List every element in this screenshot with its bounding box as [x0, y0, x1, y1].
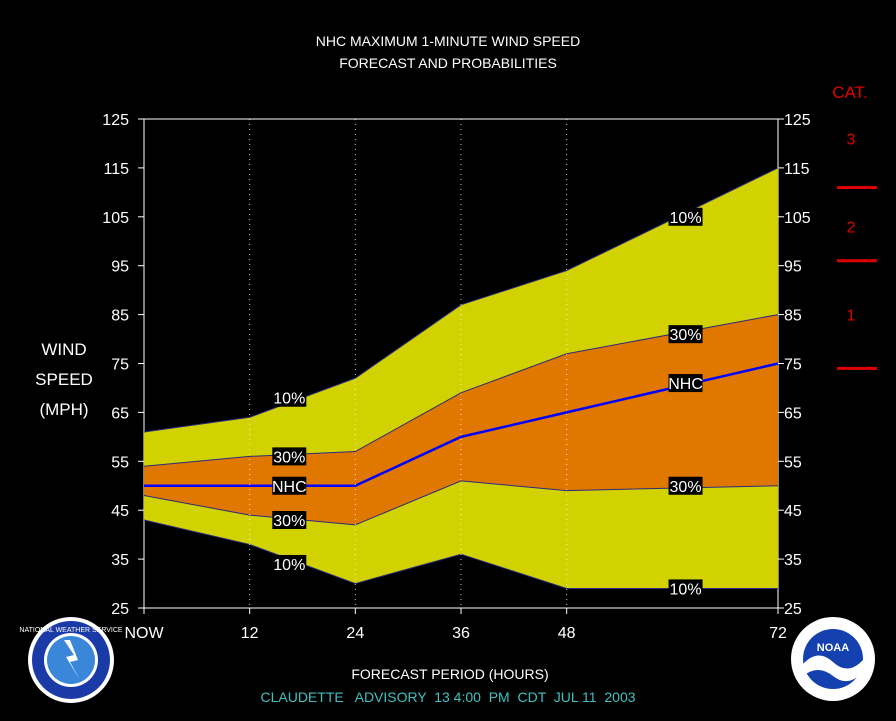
category-title: CAT. — [832, 83, 868, 102]
y-tick-label-right: 45 — [784, 503, 802, 520]
noaa-logo-text: NOAA — [817, 642, 849, 654]
series-label-bg — [272, 510, 307, 529]
y-axis-right: 25 35 45 55 65 75 85 95 105 115 125 — [778, 112, 811, 618]
y-tick-label-right: 25 — [784, 601, 802, 618]
x-tick-label: 24 — [346, 625, 364, 642]
y-tick-label-left: 35 — [111, 552, 129, 569]
series-label: 10% — [668, 207, 703, 227]
series-label-bg — [272, 554, 307, 573]
y-tick-label-left: 25 — [111, 601, 129, 618]
y-tick-label-left: 115 — [103, 161, 129, 178]
series-label: 10% — [272, 554, 307, 574]
series-label-bg — [272, 476, 307, 495]
nws-logo-text: NATIONAL WEATHER SERVICE — [19, 627, 123, 634]
x-tick-label: 36 — [452, 625, 470, 642]
y-tick-label-left: 105 — [102, 210, 129, 227]
series-label: 30% — [668, 476, 703, 496]
category-label: 1 — [847, 308, 856, 325]
y-tick-label-right: 35 — [784, 552, 802, 569]
series-edge-0 — [143, 167, 779, 433]
series-label: 10% — [272, 388, 307, 408]
y-tick-label-left: 65 — [111, 405, 129, 422]
y-tick-label-left: 95 — [111, 259, 129, 276]
y-tick-label-left: 85 — [111, 308, 129, 325]
series-label-text: 10% — [670, 581, 702, 598]
x-axis: NOW 12 24 36 48 72 — [124, 608, 787, 642]
series-edge-3 — [143, 480, 779, 526]
series-label: 30% — [272, 447, 307, 466]
series-label-text: 30% — [670, 327, 702, 344]
y-tick-label-right: 85 — [784, 308, 802, 325]
ylabel-line-1: WIND — [41, 340, 86, 359]
series-label: NHC — [272, 476, 307, 496]
category-label: 2 — [847, 220, 856, 237]
y-tick-label-right: 55 — [784, 454, 802, 471]
chart-title: NHC MAXIMUM 1-MINUTE WIND SPEED — [316, 33, 580, 49]
category-label: 3 — [847, 132, 856, 149]
y-tick-label-right: 75 — [784, 357, 802, 374]
series-label-bg — [272, 447, 307, 466]
series-line-nhc — [144, 362, 779, 487]
series-label: 10% — [668, 579, 703, 598]
x-axis-title: FORECAST PERIOD (HOURS) — [351, 666, 548, 682]
y-tick-label-right: 95 — [784, 259, 802, 276]
series-label-bg — [668, 476, 703, 495]
x-tick-label: 72 — [769, 625, 787, 642]
y-tick-label-left: 45 — [111, 503, 129, 520]
series-label-text: 30% — [670, 479, 702, 496]
y-tick-label-right: 125 — [784, 112, 811, 129]
y-axis-title: WIND SPEED (MPH) — [35, 340, 93, 419]
series-label-bg — [668, 579, 703, 598]
y-axis-left: 25 35 45 55 65 75 85 95 105 115 125 — [102, 112, 144, 618]
series-label-text: NHC — [668, 376, 703, 393]
series-label-text: NHC — [272, 479, 307, 496]
y-tick-label-right: 105 — [784, 210, 811, 227]
x-tick-label: 12 — [241, 625, 259, 642]
series-label: 30% — [272, 510, 307, 530]
y-tick-label-left: 55 — [111, 454, 129, 471]
y-tick-label-left: 125 — [102, 112, 129, 129]
noaa-logo: NOAA — [791, 617, 875, 701]
x-tick-label: NOW — [124, 625, 164, 642]
series-label-bg — [668, 374, 703, 393]
series-label-bg — [668, 325, 703, 344]
chart-subtitle: FORECAST AND PROBABILITIES — [339, 55, 557, 71]
y-tick-label-right: 115 — [784, 161, 810, 178]
series-label-bg — [668, 207, 703, 226]
y-tick-label-left: 75 — [111, 357, 129, 374]
y-tick-label-right: 65 — [784, 405, 802, 422]
plot-area: 10% 30% NHC 30% 10% 10% 30% NHC 30% 10% — [143, 118, 779, 609]
ylabel-line-3: (MPH) — [39, 400, 88, 419]
ylabel-line-2: SPEED — [35, 370, 93, 389]
series-edge-1 — [143, 314, 779, 467]
series-label: NHC — [668, 374, 703, 393]
series-label: 30% — [668, 325, 703, 344]
series-label-text: 10% — [273, 391, 305, 408]
series-label-text: 10% — [670, 210, 702, 227]
series-edge-4 — [143, 519, 778, 589]
nws-logo: NATIONAL WEATHER SERVICE — [19, 617, 123, 703]
series-label-bg — [272, 388, 307, 407]
series-label-text: 30% — [273, 513, 305, 530]
series-label-text: 10% — [273, 557, 305, 574]
x-tick-label: 48 — [558, 625, 576, 642]
category-scale: 3 2 1 — [837, 132, 877, 370]
series-label-text: 30% — [273, 449, 305, 466]
advisory-text: CLAUDETTE ADVISORY 13 4:00 PM CDT JUL 11… — [260, 689, 635, 705]
